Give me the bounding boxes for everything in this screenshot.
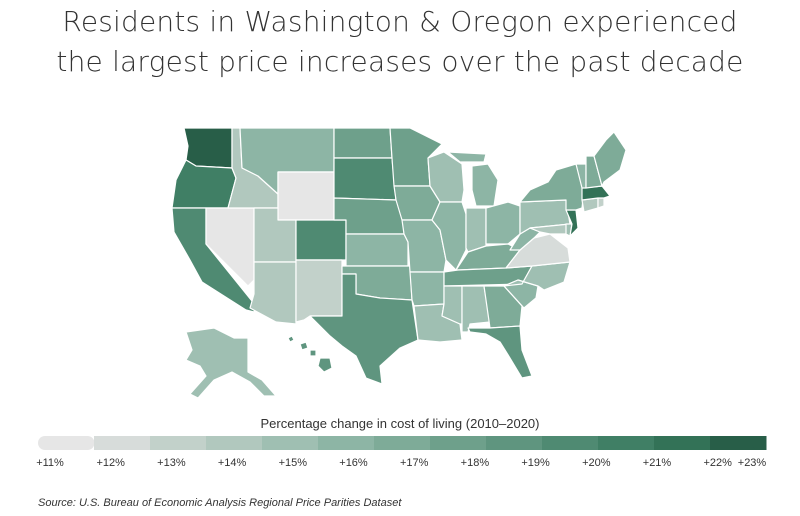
state-AZ [249, 261, 297, 325]
state-WY [277, 171, 335, 221]
legend-label-3: +14% [218, 457, 247, 469]
legend-label-12: +23% [738, 457, 767, 469]
state-ND [333, 127, 393, 159]
legend-bar-end [752, 436, 766, 450]
legend-label-7: +18% [461, 457, 490, 469]
legend-label-0: +11% [36, 457, 64, 469]
state-AR [409, 271, 445, 307]
legend-swatch-3 [206, 436, 263, 450]
legend-swatch-0 [38, 436, 95, 450]
legend-label-4: +15% [279, 457, 308, 469]
legend-swatch-7 [430, 436, 487, 450]
state-AK [185, 327, 277, 399]
legend-swatch-2 [150, 436, 207, 450]
page-title: Residents in Washington & Oregon experie… [0, 2, 800, 82]
legend-title: Percentage change in cost of living (201… [260, 416, 540, 431]
legend-swatch-4 [262, 436, 319, 450]
state-TX [309, 273, 419, 385]
legend-label-5: +16% [339, 457, 368, 469]
legend-swatch-12 [710, 436, 767, 450]
legend-label-10: +21% [643, 457, 672, 469]
legend-swatch-5 [318, 436, 375, 450]
state-OR [171, 159, 237, 209]
legend-label-9: +20% [582, 457, 611, 469]
state-HI [287, 335, 333, 373]
legend-label-8: +19% [521, 457, 550, 469]
state-RI [597, 197, 605, 209]
source-note: Source: U.S. Bureau of Economic Analysis… [38, 497, 402, 509]
title-line-2: the largest price increases over the pas… [56, 45, 744, 78]
legend-swatch-1 [94, 436, 151, 450]
legend-label-2: +13% [157, 457, 186, 469]
state-NM [295, 259, 343, 323]
legend-swatch-6 [374, 436, 431, 450]
legend-swatch-9 [542, 436, 599, 450]
legend-swatch-10 [598, 436, 655, 450]
state-WI [427, 151, 465, 203]
legend-swatch-8 [486, 436, 543, 450]
legend-label-1: +12% [96, 457, 125, 469]
legend-label-11: +22% [703, 457, 732, 469]
state-FL [467, 325, 533, 379]
state-ME [593, 131, 627, 187]
state-KS [345, 233, 409, 267]
us-choropleth-map [171, 127, 627, 399]
state-WA [183, 127, 233, 169]
state-OH [485, 201, 521, 245]
legend-label-6: +17% [400, 457, 429, 469]
state-CO [295, 219, 347, 261]
state-SD [333, 157, 397, 201]
legend-swatch-11 [654, 436, 711, 450]
color-legend: +11% +12% +13% +14% +15% +16% +17% +18% +19% +20%… [36, 436, 767, 469]
state-MD [529, 223, 571, 235]
state-IN [465, 207, 487, 253]
state-GA [483, 285, 523, 329]
title-line-1: Residents in Washington & Oregon experie… [62, 5, 738, 38]
